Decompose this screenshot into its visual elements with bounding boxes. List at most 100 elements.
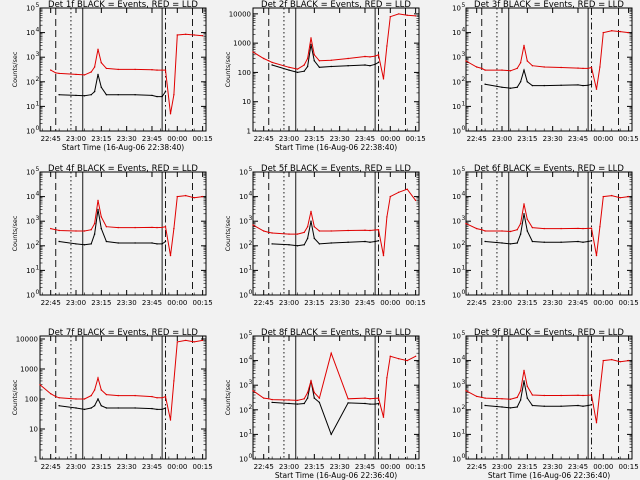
lld-data-point (173, 380, 175, 382)
y-tick-label: 10 (26, 218, 35, 226)
y-tick-label: 10 (452, 78, 461, 86)
events-series-line (485, 380, 592, 409)
x-tick-label: 23:00 (492, 135, 512, 143)
lld-series-line (252, 188, 416, 256)
lld-data-point (201, 35, 204, 37)
events-data-point (377, 402, 380, 405)
lld-data-point (100, 389, 103, 391)
x-tick-label: 00:15 (406, 135, 426, 143)
plot-frame (465, 335, 633, 460)
y-tick-exponent: 0 (36, 125, 40, 132)
events-data-point (509, 407, 512, 409)
events-data-point (58, 240, 60, 243)
lld-data-point (364, 229, 366, 231)
lld-data-point (509, 398, 512, 400)
events-series-line (59, 209, 166, 246)
y-tick-exponent: 1 (249, 264, 253, 271)
lld-data-point (481, 229, 483, 231)
events-data-point (369, 65, 371, 67)
y-tick-label: 10 (26, 54, 35, 62)
x-tick-label: 23:45 (142, 463, 162, 471)
x-tick-label: 00:00 (167, 299, 187, 307)
x-tick-label: 23:00 (66, 299, 86, 307)
events-data-point (377, 240, 380, 242)
lld-data-point (151, 395, 153, 398)
chart-title: Det 4f BLACK = Events, RED = LLD (48, 164, 198, 174)
lld-data-point (377, 54, 380, 56)
lld-data-point (627, 31, 630, 34)
lld-data-point (602, 195, 604, 198)
events-data-point (543, 241, 545, 243)
lld-series-line (465, 359, 629, 423)
events-data-point (303, 402, 305, 405)
y-tick-exponent: 2 (462, 76, 466, 83)
lld-data-point (117, 68, 119, 71)
events-data-point (587, 404, 589, 407)
y-tick-exponent: 4 (462, 191, 466, 198)
lld-data-point (310, 380, 312, 382)
y-tick-exponent: 1 (462, 428, 466, 435)
events-data-point (516, 86, 518, 89)
lld-data-point (519, 222, 522, 225)
x-tick-label: 00:00 (593, 135, 613, 143)
events-data-point (134, 407, 136, 409)
lld-data-point (100, 216, 103, 218)
x-tick-label: 00:00 (380, 463, 400, 471)
x-tick-label: 23:15 (304, 463, 324, 471)
x-tick-label: 23:00 (279, 299, 299, 307)
y-tick-exponent: 5 (462, 330, 466, 337)
y-tick-label: 10 (452, 5, 461, 13)
lld-data-point (611, 194, 613, 197)
y-tick-label: 10 (452, 103, 461, 111)
lld-data-point (509, 70, 512, 72)
y-tick-exponent: 4 (249, 355, 253, 362)
x-tick-label: 23:30 (117, 135, 137, 143)
y-tick-exponent: 3 (249, 215, 253, 222)
events-data-point (288, 244, 290, 246)
events-data-point (318, 66, 321, 69)
lld-data-point (306, 391, 309, 394)
events-data-point (587, 84, 589, 87)
y-tick-exponent: 4 (462, 355, 466, 362)
events-data-point (501, 242, 503, 244)
y-tick-exponent: 0 (462, 289, 466, 296)
x-tick-label: 23:45 (568, 463, 588, 471)
lld-data-point (543, 227, 545, 230)
events-data-point (531, 404, 534, 407)
events-data-point (156, 408, 158, 411)
events-data-point (526, 81, 528, 83)
events-data-point (310, 43, 312, 46)
x-tick-label: 00:15 (193, 135, 213, 143)
events-data-point (519, 399, 522, 401)
lld-data-point (347, 398, 349, 400)
x-tick-label: 23:45 (355, 299, 375, 307)
y-tick-label: 10 (26, 128, 35, 136)
lld-data-point (531, 226, 534, 229)
y-tick-label: 10 (239, 169, 248, 177)
lld-data-point (582, 227, 584, 230)
events-data-point (75, 243, 77, 245)
y-tick-label: 10000 (229, 10, 251, 18)
y-tick-label: 10 (452, 456, 461, 464)
lld-data-point (516, 396, 518, 399)
y-tick-label: 10 (239, 456, 248, 464)
lld-data-point (382, 254, 385, 257)
x-tick-label: 23:30 (543, 463, 563, 471)
events-data-point (117, 94, 119, 96)
lld-data-point (156, 397, 158, 399)
events-data-point (58, 405, 60, 407)
x-tick-label: 00:00 (380, 299, 400, 307)
x-tick-label: 23:15 (517, 135, 537, 143)
events-data-point (590, 83, 593, 85)
events-data-point (377, 61, 380, 64)
y-tick-label: 10 (239, 292, 248, 300)
lld-data-point (193, 197, 195, 199)
y-tick-exponent: 4 (36, 191, 40, 198)
lld-data-point (330, 352, 332, 354)
events-data-point (560, 84, 562, 87)
events-data-point (117, 242, 119, 244)
lld-data-point (151, 69, 153, 71)
lld-data-point (481, 396, 483, 399)
